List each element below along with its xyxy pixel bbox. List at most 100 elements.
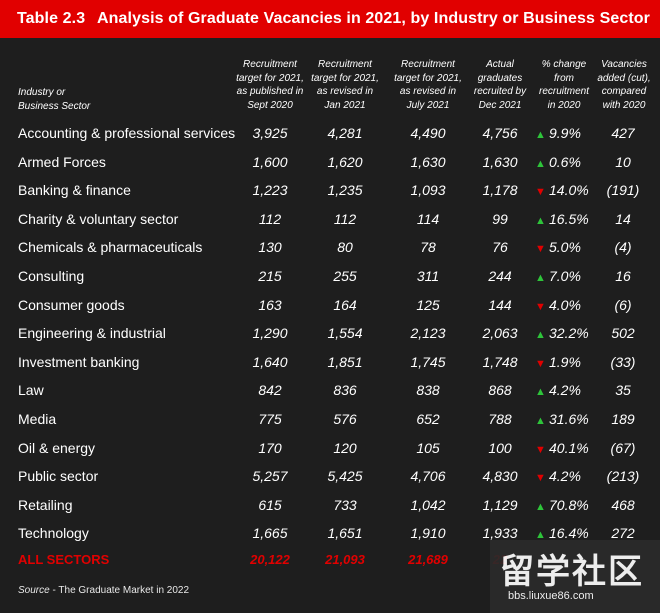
- target-sept-2020: 215: [258, 268, 282, 284]
- target-july-2021: 1,910: [410, 525, 446, 542]
- header-line: as published in: [236, 86, 304, 97]
- target-sept-2020: 170: [258, 439, 282, 456]
- header-vacancies-added: Vacancies added (cut), compared with 202…: [595, 58, 653, 112]
- target-july-2021: 1,745: [410, 353, 446, 370]
- table-row: Law 842 836 838 868 ▲ 4.2% 35: [0, 376, 660, 404]
- target-jan-2021: 1,620: [327, 153, 363, 170]
- header-line: July 2021: [406, 99, 450, 111]
- triangle-up-icon: ▲: [535, 129, 546, 141]
- percent-change: ▲ 4.2%: [535, 376, 597, 404]
- header-line: Sept 2020: [247, 99, 293, 111]
- total-sector: ALL SECTORS: [18, 552, 110, 567]
- target-jan-2021: 1,851: [327, 353, 363, 370]
- table-row: Engineering & industrial 1,290 1,554 2,123 2…: [0, 319, 660, 347]
- total-target-sept-2020: 20,122: [250, 552, 290, 567]
- target-july-2021: 1,042: [410, 496, 446, 513]
- target-jan-2021: 255: [333, 268, 357, 284]
- sector-name: Chemicals & pharmaceuticals: [18, 239, 203, 256]
- table-number: Table 2.3: [17, 10, 86, 27]
- target-jan-2021: 80: [337, 239, 353, 256]
- watermark: 留学社区 bbs.liuxue86.com: [490, 540, 660, 613]
- table-row: Consulting 215 255 311 244 ▲ 7.0% 16: [0, 262, 660, 290]
- target-sept-2020: 3,925: [252, 125, 288, 141]
- header-line: target for 2021,: [236, 72, 304, 84]
- vacancies-added: 10: [615, 153, 631, 170]
- header-line: Actual: [486, 59, 514, 70]
- target-sept-2020: 163: [258, 296, 282, 313]
- percent-value: 1.9%: [549, 353, 581, 370]
- sector-name: Engineering & industrial: [18, 325, 166, 342]
- sector-name: Consulting: [18, 268, 85, 284]
- target-july-2021: 1,630: [410, 153, 446, 170]
- sector-name: Technology: [18, 525, 89, 542]
- target-sept-2020: 112: [258, 210, 282, 227]
- table-row: Technology 1,665 1,651 1,910 1,933 ▲ 16.4% 272: [0, 519, 660, 547]
- vacancies-added: (6): [614, 296, 632, 313]
- table-row: Charity & voluntary sector 112 112 114 99 ▲ 16…: [0, 205, 660, 233]
- target-july-2021: 311: [416, 268, 440, 284]
- percent-value: 16.5%: [549, 210, 589, 227]
- actual-graduates: 1,748: [482, 353, 518, 370]
- header-line: Jan 2021: [324, 99, 366, 111]
- target-sept-2020: 1,640: [252, 353, 288, 370]
- target-july-2021: 2,123: [410, 325, 446, 342]
- actual-graduates: 1,630: [482, 153, 518, 170]
- target-jan-2021: 112: [333, 210, 357, 227]
- percent-value: 14.0%: [549, 182, 589, 199]
- percent-value: 0.6%: [549, 153, 581, 170]
- watermark-url: bbs.liuxue86.com: [508, 590, 594, 602]
- percent-change: ▼ 40.1%: [535, 434, 597, 462]
- vacancies-added: 189: [611, 411, 635, 427]
- actual-graduates: 1,933: [482, 525, 518, 542]
- triangle-down-icon: ▼: [535, 357, 546, 370]
- actual-graduates: 1,129: [482, 496, 518, 513]
- percent-value: 4.2%: [549, 382, 581, 399]
- percent-value: 4.2%: [549, 468, 581, 485]
- vacancies-added: (67): [610, 439, 636, 456]
- sector-name: Investment banking: [18, 353, 140, 370]
- target-sept-2020: 615: [258, 496, 282, 513]
- header-industry-line2: Business Sector: [18, 100, 91, 112]
- target-jan-2021: 5,425: [327, 468, 363, 485]
- source-note: Source - The Graduate Market in 2022: [18, 585, 189, 596]
- triangle-up-icon: ▲: [535, 386, 546, 399]
- source-label: Source: [18, 585, 50, 596]
- triangle-up-icon: ▲: [535, 529, 546, 542]
- target-sept-2020: 775: [258, 411, 282, 427]
- header-line: graduates: [477, 72, 523, 84]
- target-jan-2021: 1,554: [327, 325, 363, 342]
- triangle-up-icon: ▲: [535, 157, 546, 170]
- vacancies-added: 16: [615, 268, 631, 284]
- triangle-down-icon: ▼: [535, 472, 546, 485]
- target-sept-2020: 5,257: [252, 468, 288, 485]
- target-jan-2021: 164: [333, 296, 357, 313]
- target-july-2021: 4,706: [410, 468, 446, 485]
- vacancies-added: (4): [614, 239, 632, 256]
- total-target-july-2021: 21,689: [408, 552, 448, 567]
- percent-change: ▲ 16.4%: [535, 519, 597, 547]
- triangle-down-icon: ▼: [535, 300, 546, 313]
- percent-value: 7.0%: [549, 268, 581, 284]
- table-title: Analysis of Graduate Vacancies in 2021, …: [97, 10, 650, 27]
- percent-value: 31.6%: [549, 411, 589, 427]
- header-industry-line1: Industry or: [18, 87, 66, 98]
- header-line: Recruitment: [318, 59, 372, 70]
- triangle-up-icon: ▲: [535, 272, 546, 284]
- target-sept-2020: 1,600: [252, 153, 288, 170]
- target-sept-2020: 1,223: [252, 182, 288, 199]
- percent-value: 32.2%: [549, 325, 589, 342]
- percent-value: 16.4%: [549, 525, 589, 542]
- vacancies-added: 14: [615, 210, 631, 227]
- vacancies-added: (33): [610, 353, 636, 370]
- table-title-bar: Table 2.3 Analysis of Graduate Vacancies…: [0, 0, 660, 38]
- actual-graduates: 99: [492, 210, 508, 227]
- actual-graduates: 144: [488, 296, 512, 313]
- percent-change: ▲ 7.0%: [535, 262, 597, 290]
- table-row: Chemicals & pharmaceuticals 130 80 78 76 ▼ 5.0…: [0, 233, 660, 261]
- header-line: Recruitment: [401, 59, 455, 70]
- actual-graduates: 2,063: [482, 325, 518, 342]
- header-line: recruited by: [473, 86, 527, 97]
- header-line: Dec 2021: [478, 99, 522, 111]
- sector-name: Armed Forces: [18, 153, 106, 170]
- target-july-2021: 78: [420, 239, 436, 256]
